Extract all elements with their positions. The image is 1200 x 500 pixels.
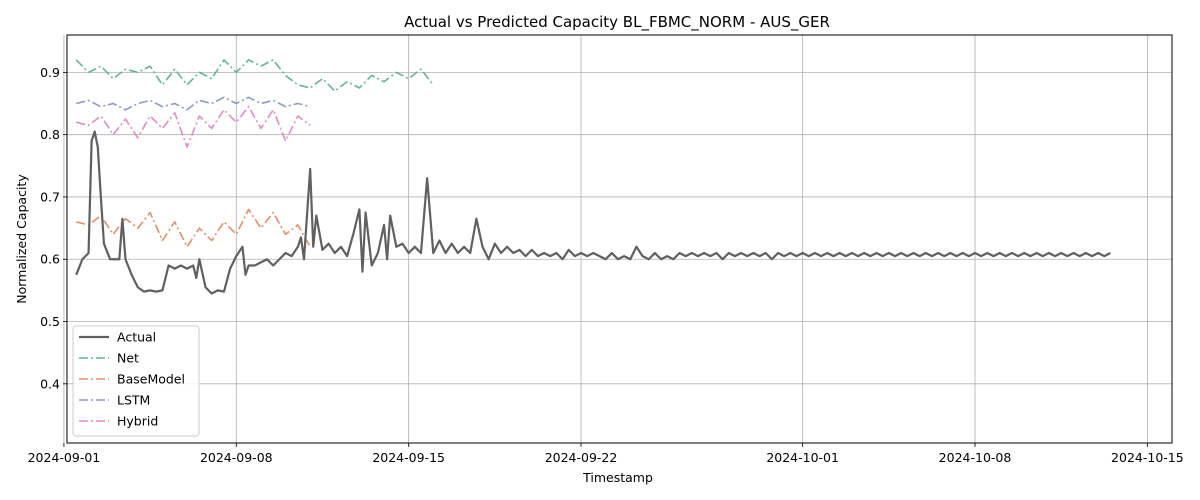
y-tick-label: 0.6 [40,252,60,267]
x-axis: 2024-09-01 2024-09-08 2024-09-15 2024-09-22… [28,443,1184,465]
legend-box [72,325,200,437]
x-tick-label: 2024-09-01 [28,450,101,465]
y-tick-label: 0.8 [40,127,60,142]
y-tick-label: 0.5 [40,314,60,329]
series-line-lstm [76,96,311,111]
series-line-actual [75,130,1111,295]
grid-lines [63,35,1172,443]
plot-area [67,35,1172,443]
legend-label: Hybrid [117,414,158,429]
x-tick-label: 2024-09-15 [372,450,445,465]
x-tick-label: 2024-09-08 [200,450,273,465]
legend: Actual Net BaseModel LSTM Hybrid [72,325,200,437]
series-line-net [75,59,434,92]
series-line-basemodel [76,208,311,248]
series-line-hybrid [76,105,311,148]
series-layer [75,59,1111,295]
legend-label: LSTM [117,393,150,408]
legend-label: BaseModel [117,372,185,387]
chart-title: Actual vs Predicted Capacity BL_FBMC_NOR… [404,13,830,32]
x-tick-label: 2024-09-22 [545,450,618,465]
y-tick-label: 0.7 [40,189,60,204]
plot-border [66,34,1173,444]
legend-label: Actual [117,330,156,345]
y-axis-label: Normalized Capacity [14,174,29,304]
y-tick-label: 0.4 [40,376,60,391]
y-axis: 0.4 0.5 0.6 0.7 0.8 0.9 [40,65,67,391]
y-tick-label: 0.9 [40,65,60,80]
x-tick-label: 2024-10-01 [766,450,839,465]
x-axis-label: Timestamp [582,470,653,485]
legend-label: Net [117,351,139,366]
x-tick-label: 2024-10-08 [939,450,1012,465]
x-tick-label: 2024-10-15 [1111,450,1184,465]
